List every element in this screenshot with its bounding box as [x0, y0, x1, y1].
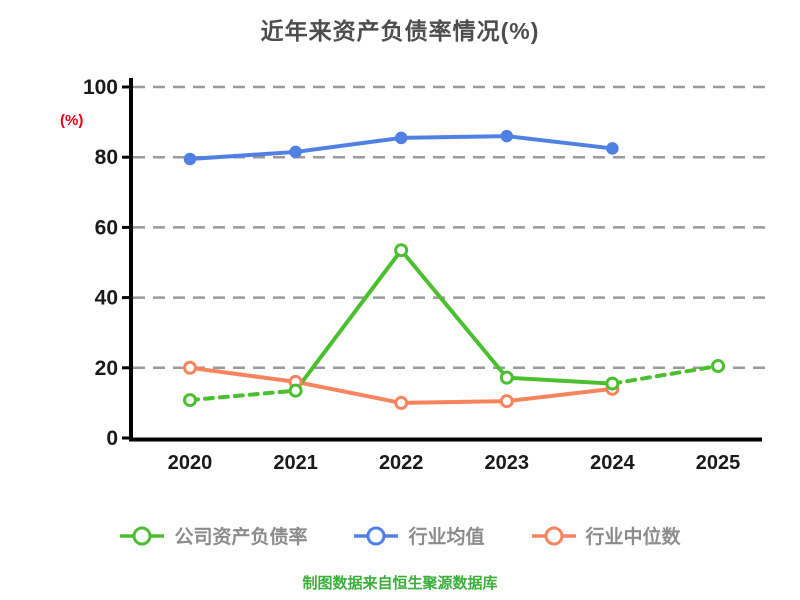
legend-marker-icon — [354, 526, 399, 545]
chart-legend: 公司资产负债率 行业均值 行业中位数 — [0, 522, 800, 549]
y-tick-label: 20 — [95, 357, 118, 380]
legend-label: 公司资产负债率 — [174, 527, 308, 548]
series-line-segment — [188, 388, 298, 403]
series-line-segment — [399, 248, 509, 380]
series-line-segment — [293, 248, 404, 393]
x-tick-label: 2020 — [168, 452, 213, 474]
series-line-segment — [293, 379, 404, 405]
x-tick-label: 2021 — [273, 452, 318, 474]
series-line-segment — [293, 135, 404, 154]
series-line-segment — [188, 365, 298, 384]
y-tick-label: 60 — [95, 216, 118, 239]
legend-label: 行业均值 — [408, 527, 485, 548]
data-point — [499, 370, 514, 385]
data-point — [394, 243, 409, 258]
x-tick-label: 2023 — [485, 452, 530, 474]
legend-item-1[interactable]: 行业均值 — [353, 522, 485, 549]
data-point — [288, 383, 303, 398]
line-chart-plot-area: 0 20 40 60 80 100 2020 2021 2022 2023 2024 2025 — [83, 76, 772, 474]
data-point — [183, 152, 197, 166]
y-tick-label: 80 — [95, 146, 118, 169]
data-point — [500, 129, 514, 143]
legend-marker-icon — [120, 526, 165, 545]
data-point — [183, 360, 197, 375]
series-line-segment — [504, 386, 615, 404]
data-point — [711, 359, 725, 374]
x-tick-label: 2024 — [590, 452, 635, 474]
y-axis-unit-label: (%) — [60, 112, 84, 129]
chart-title: 近年来资产负债率情况(%) — [260, 18, 540, 44]
series-line-segment — [504, 134, 615, 151]
legend-item-2[interactable]: 行业中位数 — [531, 522, 681, 549]
data-point — [606, 142, 619, 155]
legend-marker-icon — [531, 526, 576, 545]
series-line-segment — [188, 149, 298, 161]
y-tick-label: 100 — [83, 76, 118, 99]
x-tick-label: 2022 — [379, 452, 424, 474]
series-line-segment — [399, 399, 509, 405]
data-source-footnote: 制图数据来自恒生聚源数据库 — [302, 575, 498, 592]
data-point — [394, 131, 408, 145]
legend-item-0[interactable]: 公司资产负债率 — [119, 522, 307, 549]
series-line-segment — [399, 134, 509, 140]
data-point — [499, 394, 514, 409]
y-tick-label: 0 — [106, 427, 118, 450]
series-line-segment — [504, 375, 615, 386]
series-line-segment — [610, 364, 720, 386]
data-point — [183, 393, 197, 408]
data-point — [605, 376, 620, 391]
y-tick-label: 40 — [95, 287, 118, 310]
data-point — [394, 395, 409, 410]
legend-label: 行业中位数 — [585, 527, 681, 548]
x-tick-label: 2025 — [696, 452, 741, 474]
data-point — [289, 145, 302, 159]
